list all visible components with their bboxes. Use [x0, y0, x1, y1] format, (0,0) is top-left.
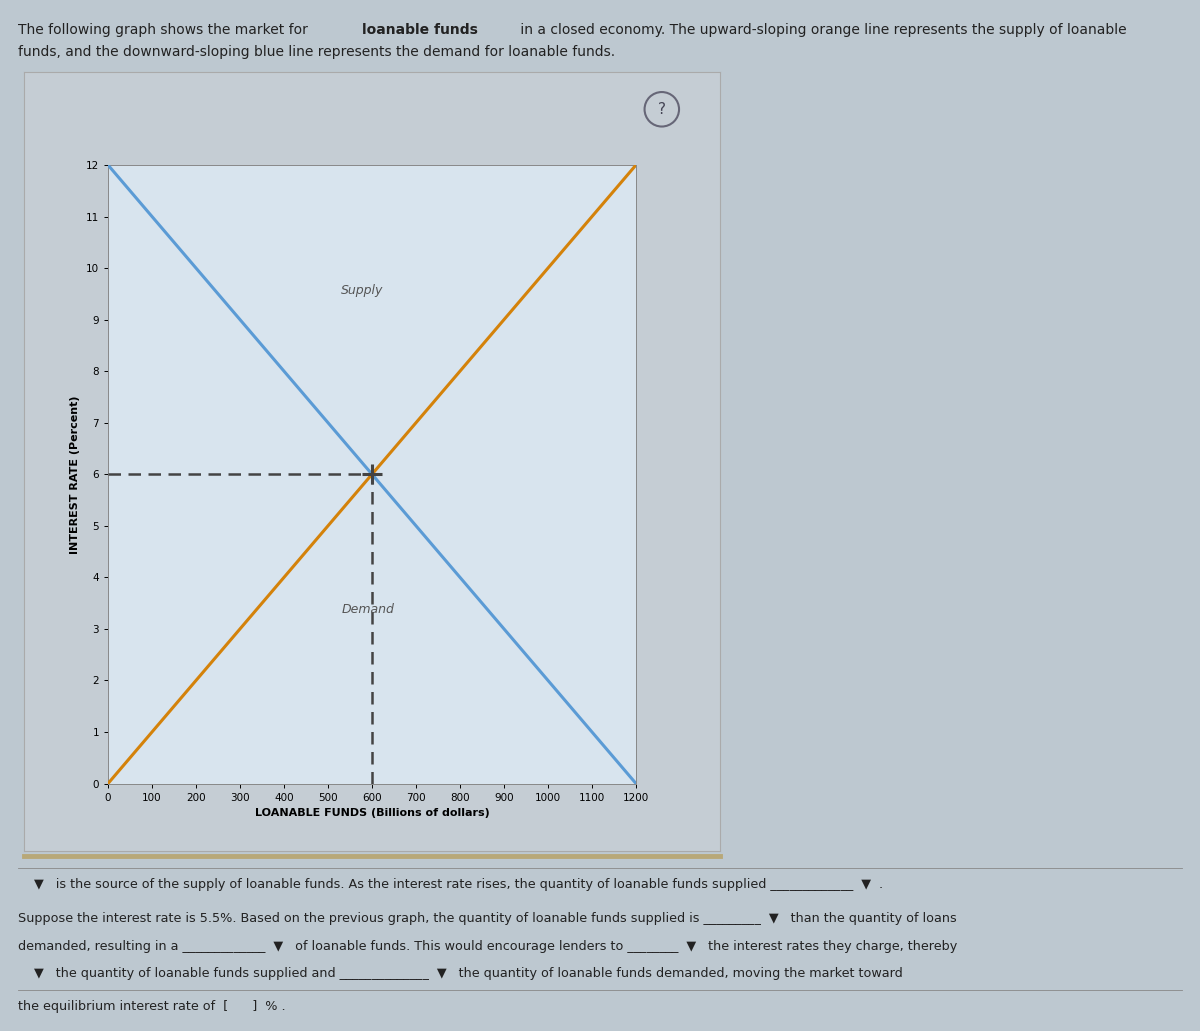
Text: Suppose the interest rate is 5.5%. Based on the previous graph, the quantity of : Suppose the interest rate is 5.5%. Based… — [18, 912, 956, 926]
Text: The following graph shows the market for: The following graph shows the market for — [18, 23, 312, 37]
X-axis label: LOANABLE FUNDS (Billions of dollars): LOANABLE FUNDS (Billions of dollars) — [254, 808, 490, 819]
Text: ▼   is the source of the supply of loanable funds. As the interest rate rises, t: ▼ is the source of the supply of loanabl… — [18, 878, 883, 892]
Text: ?: ? — [658, 102, 666, 117]
Text: in a closed economy. The upward-sloping orange line represents the supply of loa: in a closed economy. The upward-sloping … — [516, 23, 1127, 37]
Text: Demand: Demand — [341, 603, 394, 617]
Text: loanable funds: loanable funds — [362, 23, 479, 37]
Text: the equilibrium interest rate of  [      ]  % .: the equilibrium interest rate of [ ] % . — [18, 1000, 286, 1013]
Y-axis label: INTEREST RATE (Percent): INTEREST RATE (Percent) — [70, 395, 80, 554]
Text: demanded, resulting in a _____________  ▼   of loanable funds. This would encour: demanded, resulting in a _____________ ▼… — [18, 940, 958, 954]
Text: ▼   the quantity of loanable funds supplied and ______________  ▼   the quantity: ▼ the quantity of loanable funds supplie… — [18, 967, 902, 980]
Text: funds, and the downward-sloping blue line represents the demand for loanable fun: funds, and the downward-sloping blue lin… — [18, 45, 616, 60]
Text: Supply: Supply — [341, 284, 384, 297]
Circle shape — [644, 92, 679, 127]
